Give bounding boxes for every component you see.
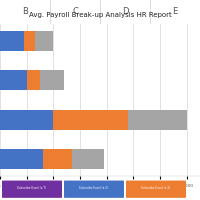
Bar	[35, 31, 53, 51]
Bar	[40, 70, 64, 90]
Bar	[0, 31, 24, 51]
Text: Subscribe Excel (a 2): Subscribe Excel (a 2)	[79, 186, 109, 190]
Title: Avg. Payroll Break-up Analysis HR Report: Avg. Payroll Break-up Analysis HR Report	[29, 12, 171, 18]
FancyBboxPatch shape	[64, 181, 124, 198]
Text: D: D	[122, 7, 128, 17]
Bar	[0, 149, 43, 169]
Text: E: E	[172, 7, 178, 17]
Bar	[0, 110, 53, 130]
FancyBboxPatch shape	[2, 181, 62, 198]
Text: B: B	[22, 7, 28, 17]
Bar	[128, 110, 187, 130]
Bar	[72, 149, 104, 169]
Bar	[24, 31, 35, 51]
FancyBboxPatch shape	[126, 181, 186, 198]
Bar	[43, 149, 72, 169]
Text: Subscribe Excel (a 3): Subscribe Excel (a 3)	[141, 186, 171, 190]
Bar	[53, 110, 128, 130]
Text: C: C	[72, 7, 78, 17]
Bar	[27, 70, 40, 90]
Bar	[0, 70, 27, 90]
Text: Subscribe Excel (a T): Subscribe Excel (a T)	[17, 186, 47, 190]
